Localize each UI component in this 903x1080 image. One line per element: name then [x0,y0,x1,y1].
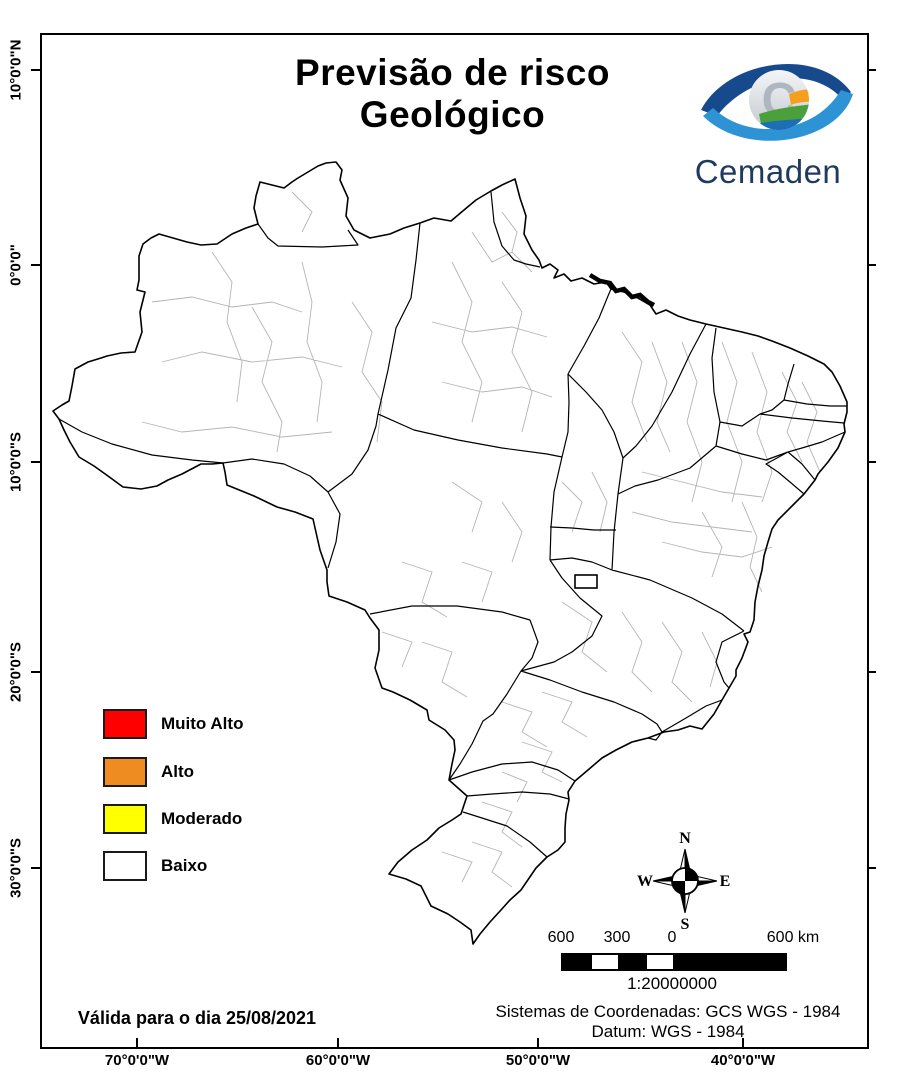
tick-right-20s [867,671,876,673]
scale-label-0: 0 [667,929,677,946]
legend-swatch-alto [103,757,147,787]
crs-line-1: Sistemas de Coordenadas: GCS WGS - 1984 [495,1002,841,1021]
cemaden-logo-text: Cemaden [694,153,842,190]
cemaden-eye-icon: C [701,64,853,141]
distrito-federal-outline [574,574,598,589]
tick-right-0 [867,264,876,266]
scale-bar [561,953,787,971]
page-title: Previsão de risco Geológico [42,52,863,136]
tick-right-10n [867,69,876,71]
validity-date-text: Válida para o dia 25/08/2021 [77,1008,317,1028]
scale-ratio: 1:20000000 [627,974,717,993]
tick-right-10s [867,461,876,463]
legend-label-muito-alto: Muito Alto [161,714,244,733]
lat-label-20s: 20°0'0"S [7,641,25,703]
lat-label-30s: 30°0'0"S [7,837,25,899]
lon-label-70w: 70°0'0"W [104,1052,170,1069]
scale-segment [591,955,619,969]
tick-bottom-40w [742,1038,744,1047]
legend-item-alto: Alto [103,757,194,787]
lon-label-50w: 50°0'0"W [505,1052,571,1069]
legend-swatch-moderado [103,804,147,834]
scale-segment [674,955,785,969]
coordinate-system-text: Sistemas de Coordenadas: GCS WGS - 1984 … [470,1002,866,1042]
compass-s-label: S [681,916,690,933]
map-frame [40,33,869,1049]
legend-item-muito-alto: Muito Alto [103,709,243,739]
scale-segment [619,955,646,969]
tick-left-20s [31,671,40,673]
tick-bottom-60w [337,1038,339,1047]
tick-left-30s [31,867,40,869]
legend-item-moderado: Moderado [103,804,242,834]
legend-label-alto: Alto [161,762,195,781]
title-line-1: Previsão de risco [295,52,610,93]
tick-left-10n [31,69,40,71]
tick-bottom-70w [136,1038,138,1047]
compass-rose-icon: N S E W [637,830,731,933]
lon-label-40w: 40°0'0"W [710,1052,776,1069]
brazil-risk-map [52,161,848,945]
legend-item-baixo: Baixo [103,851,207,881]
legend-label-moderado: Moderado [161,809,243,828]
scale-label-600-left: 600 [547,929,575,946]
compass-w-label: W [637,873,653,890]
lat-label-0: 0°0'0" [7,244,25,286]
scale-segment [646,955,674,969]
tick-bottom-50w [537,1038,539,1047]
scale-label-300: 300 [603,929,631,946]
compass-e-label: E [720,873,731,890]
legend-swatch-muito-alto [103,709,147,739]
scale-label-600-km: 600 km [766,929,820,946]
tick-right-30s [867,867,876,869]
tick-left-10s [31,461,40,463]
title-line-2: Geológico [359,94,546,135]
tick-left-0 [31,264,40,266]
lat-label-10s: 10°0'0"S [7,431,25,493]
cemaden-logo: C Cemaden [668,50,868,190]
lat-label-10n: 10°0'0"N [7,39,25,101]
legend-swatch-baixo [103,851,147,881]
scale-segment [563,955,591,969]
municipal-boundaries [141,191,821,888]
crs-line-2: Datum: WGS - 1984 [591,1022,745,1041]
amazon-delta-coastline [588,273,656,308]
lon-label-60w: 60°0'0"W [305,1052,371,1069]
compass-n-label: N [679,830,691,847]
legend-label-baixo: Baixo [161,856,208,875]
state-boundaries [58,191,847,858]
